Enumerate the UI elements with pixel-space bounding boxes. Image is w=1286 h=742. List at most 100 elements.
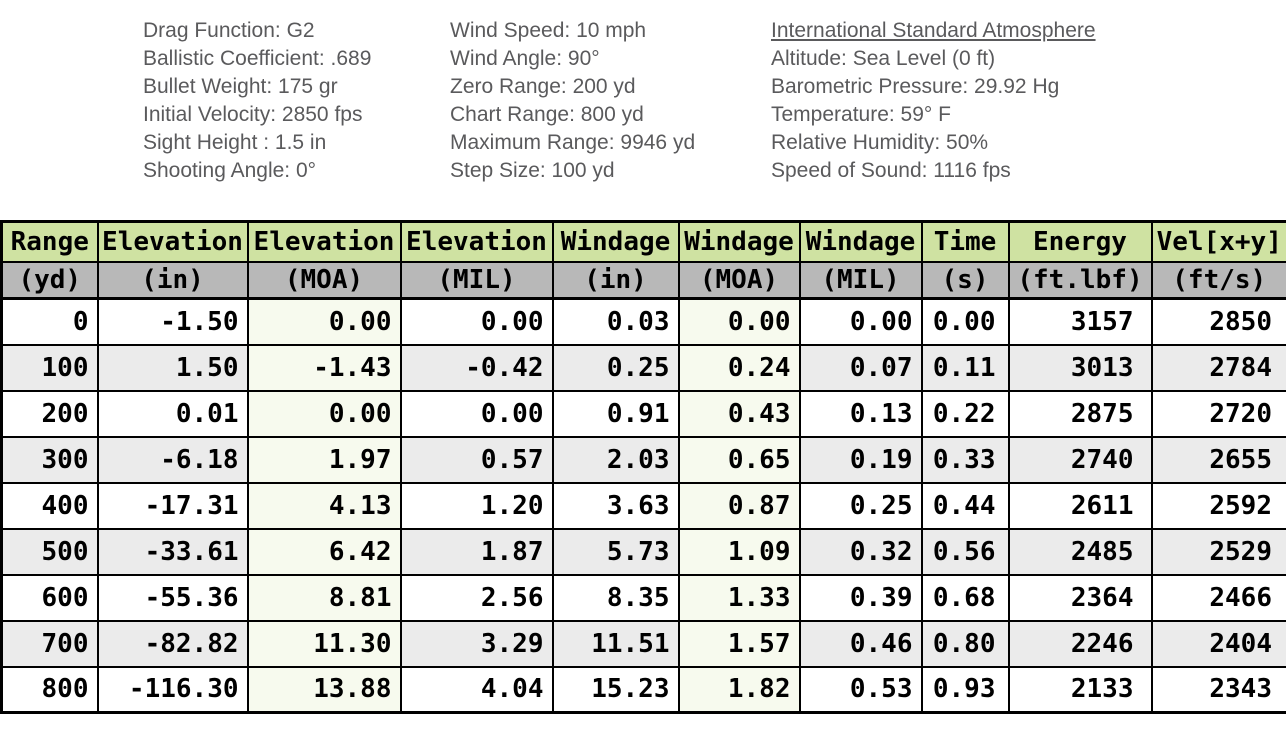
table-header: Range Elevation Elevation Elevation Windage W… [0, 220, 1286, 300]
table-cell: 0.00 [677, 297, 801, 346]
table-cell: 3.29 [399, 619, 554, 668]
table-cell: 0.25 [551, 343, 680, 392]
table-cell: 200 [0, 389, 99, 438]
table-cell: 0.80 [920, 619, 1010, 668]
table-cell: -17.31 [96, 481, 249, 530]
ballistics-table: Range Elevation Elevation Elevation Windage W… [0, 220, 1286, 714]
table-cell: 11.51 [551, 619, 680, 668]
info-line: Shooting Angle: 0° [143, 159, 317, 182]
column-unit: (MOA) [677, 260, 801, 300]
table-cell: 0.39 [798, 573, 923, 622]
table-cell: -0.42 [399, 343, 554, 392]
table-cell: 0.68 [920, 573, 1010, 622]
table-cell: 0.00 [399, 389, 554, 438]
table-cell: 2611 [1007, 481, 1153, 530]
table-cell: 2.03 [551, 435, 680, 484]
table-cell: 1.57 [677, 619, 801, 668]
info-line: Wind Speed: 10 mph [450, 19, 647, 42]
column-header: Elevation [96, 220, 249, 263]
table-row: 700 -82.82 11.30 3.29 11.51 1.57 0.46 0.80 2246 2… [0, 619, 1286, 668]
table-cell: 1.33 [677, 573, 801, 622]
table-cell: 2850 [1150, 297, 1286, 346]
info-line: Wind Angle: 90° [450, 47, 600, 70]
table-cell: 2343 [1150, 665, 1286, 714]
table-cell: -116.30 [96, 665, 249, 714]
column-unit: (MIL) [798, 260, 923, 300]
info-line: Chart Range: 800 yd [450, 103, 644, 126]
table-row: 100 1.50 -1.43 -0.42 0.25 0.24 0.07 0.11 3013 278… [0, 343, 1286, 392]
table-cell: 0.11 [920, 343, 1010, 392]
table-cell: 0.03 [551, 297, 680, 346]
table-cell: 0.24 [677, 343, 801, 392]
table-cell: 1.97 [246, 435, 402, 484]
table-cell: 400 [0, 481, 99, 530]
table-cell: 2784 [1150, 343, 1286, 392]
table-cell: 0.00 [246, 389, 402, 438]
table-cell: 2740 [1007, 435, 1153, 484]
table-cell: 0.87 [677, 481, 801, 530]
info-line: Initial Velocity: 2850 fps [143, 103, 363, 126]
column-unit: (MOA) [246, 260, 402, 300]
table-cell: 2655 [1150, 435, 1286, 484]
info-line: Altitude: Sea Level (0 ft) [771, 47, 996, 70]
table-cell: 0.44 [920, 481, 1010, 530]
table-cell: 0.46 [798, 619, 923, 668]
table-cell: 0.57 [399, 435, 554, 484]
table-cell: -33.61 [96, 527, 249, 576]
column-unit: (MIL) [399, 260, 554, 300]
table-cell: 0.00 [246, 297, 402, 346]
info-line: Zero Range: 200 yd [450, 75, 636, 98]
table-cell: 2246 [1007, 619, 1153, 668]
table-row: 600 -55.36 8.81 2.56 8.35 1.33 0.39 0.68 2364 246… [0, 573, 1286, 622]
info-line: Barometric Pressure: 29.92 Hg [771, 75, 1060, 98]
table-cell: 0.00 [399, 297, 554, 346]
table-cell: 2875 [1007, 389, 1153, 438]
table-cell: 0.33 [920, 435, 1010, 484]
table-cell: -55.36 [96, 573, 249, 622]
table-cell: 15.23 [551, 665, 680, 714]
column-unit: (s) [920, 260, 1010, 300]
table-cell: 0.19 [798, 435, 923, 484]
info-line: Bullet Weight: 175 gr [143, 75, 338, 98]
table-cell: 0.22 [920, 389, 1010, 438]
table-cell: 5.73 [551, 527, 680, 576]
info-line: Drag Function: G2 [143, 19, 315, 42]
table-cell: 700 [0, 619, 99, 668]
table-cell: 0.32 [798, 527, 923, 576]
table-cell: 800 [0, 665, 99, 714]
table-row: 800 -116.30 13.88 4.04 15.23 1.82 0.53 0.93 2133… [0, 665, 1286, 714]
info-line: Maximum Range: 9946 yd [450, 131, 696, 154]
table-cell: 300 [0, 435, 99, 484]
table-cell: 8.81 [246, 573, 402, 622]
table-cell: 0.13 [798, 389, 923, 438]
table-cell: 0.00 [798, 297, 923, 346]
column-header: Windage [551, 220, 680, 263]
table-cell: 0.56 [920, 527, 1010, 576]
table-cell: 1.20 [399, 481, 554, 530]
table-cell: 0.65 [677, 435, 801, 484]
table-cell: 2466 [1150, 573, 1286, 622]
info-column-conditions: Wind Speed: 10 mph Wind Angle: 90° Zero Ra… [450, 17, 771, 220]
info-line: Ballistic Coefficient: .689 [143, 47, 372, 70]
ballistics-report: Drag Function: G2 Ballistic Coefficient: … [0, 17, 1286, 714]
table-body: 0 -1.50 0.00 0.00 0.03 0.00 0.00 0.00 3157 2850 10… [0, 297, 1286, 714]
table-cell: 0.93 [920, 665, 1010, 714]
table-row: 300 -6.18 1.97 0.57 2.03 0.65 0.19 0.33 2740 2655 [0, 435, 1286, 484]
table-cell: 0 [0, 297, 99, 346]
column-unit: (ft.lbf) [1007, 260, 1153, 300]
header-row: Range Elevation Elevation Elevation Windage W… [0, 220, 1286, 263]
unit-row: (yd) (in) (MOA) (MIL) (in) (MOA) (MIL) (s) (ft.l… [0, 260, 1286, 300]
table-cell: 1.87 [399, 527, 554, 576]
table-cell: -1.50 [96, 297, 249, 346]
table-cell: -6.18 [96, 435, 249, 484]
table-cell: 2.56 [399, 573, 554, 622]
info-column-atmosphere: International Standard Atmosphere Altitu… [771, 17, 1286, 220]
table-cell: 3013 [1007, 343, 1153, 392]
atmosphere-title: International Standard Atmosphere [771, 19, 1096, 42]
column-header: Windage [677, 220, 801, 263]
table-cell: 500 [0, 527, 99, 576]
table-cell: -82.82 [96, 619, 249, 668]
column-unit: (in) [551, 260, 680, 300]
table-cell: 600 [0, 573, 99, 622]
table-row: 0 -1.50 0.00 0.00 0.03 0.00 0.00 0.00 3157 2850 [0, 297, 1286, 346]
